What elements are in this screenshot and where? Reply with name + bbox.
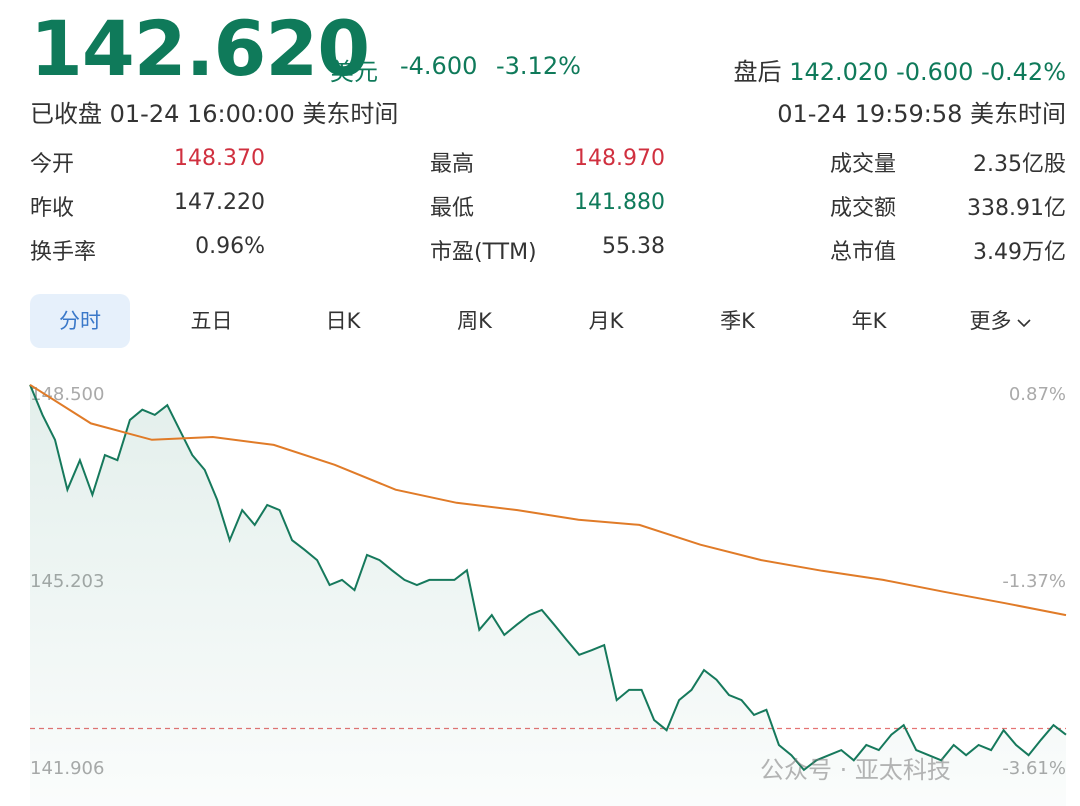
watermark: 公众号 · 亚太科技: [760, 756, 951, 784]
chart: 148.500145.203141.9060.87%-1.37%-3.61%: [29, 383, 1067, 806]
stat-label: 换手率: [30, 240, 97, 265]
stat-value: 148.370: [174, 146, 265, 171]
tab[interactable]: 日K: [325, 309, 361, 333]
stat-value: 2.35亿股: [973, 152, 1066, 177]
stat-value: 0.96%: [195, 234, 265, 259]
after-hours-label: 盘后: [733, 58, 782, 86]
after-hours: 盘后 142.020 -0.600 -0.42%: [734, 52, 1066, 87]
stat-value: 141.880: [574, 190, 665, 215]
stat-value: 3.49万亿: [973, 240, 1066, 265]
stat-label: 成交量: [830, 152, 897, 177]
stat-value: 338.91亿: [967, 196, 1066, 221]
y-tick-label: 148.500: [30, 384, 104, 405]
change: -4.600: [400, 52, 478, 80]
tab[interactable]: 周K: [457, 309, 492, 333]
status: 已收盘 01-24 16:00:00 美东时间: [30, 100, 399, 128]
after-hours-time: 01-24 19:59:58 美东时间: [777, 100, 1066, 128]
stat-label: 最高: [430, 152, 475, 177]
tab[interactable]: 五日: [190, 309, 233, 333]
tab[interactable]: 分时: [30, 294, 130, 348]
tab[interactable]: 更多: [951, 294, 1051, 348]
price-area: [30, 384, 1066, 806]
tab[interactable]: 季K: [720, 309, 755, 333]
currency: 美元: [330, 58, 378, 86]
series-line: [29, 384, 1067, 772]
series-line: [29, 383, 1067, 617]
change-pct: -3.12%: [496, 52, 581, 80]
stat-label: 最低: [430, 196, 475, 221]
stat-label: 总市值: [830, 240, 897, 265]
stat-label: 市盈(TTM): [430, 240, 537, 265]
stat-label: 今开: [30, 152, 75, 177]
stat-label: 成交额: [830, 196, 897, 221]
after-hours-change: -0.600: [896, 58, 974, 86]
y2-tick-label: -1.37%: [1002, 571, 1066, 592]
price: 142.620: [30, 4, 370, 93]
chevron: [1016, 319, 1031, 328]
stat-value: 55.38: [602, 234, 665, 259]
tab[interactable]: 月K: [588, 309, 624, 333]
stat-label: 昨收: [30, 196, 75, 221]
tab[interactable]: 年K: [851, 309, 887, 333]
stat-value: 147.220: [174, 190, 265, 215]
after-hours-change-pct: -0.42%: [981, 58, 1066, 86]
after-hours-price: 142.020: [789, 58, 889, 86]
y2-tick-label: 0.87%: [1009, 384, 1066, 405]
stat-value: 148.970: [574, 146, 665, 171]
